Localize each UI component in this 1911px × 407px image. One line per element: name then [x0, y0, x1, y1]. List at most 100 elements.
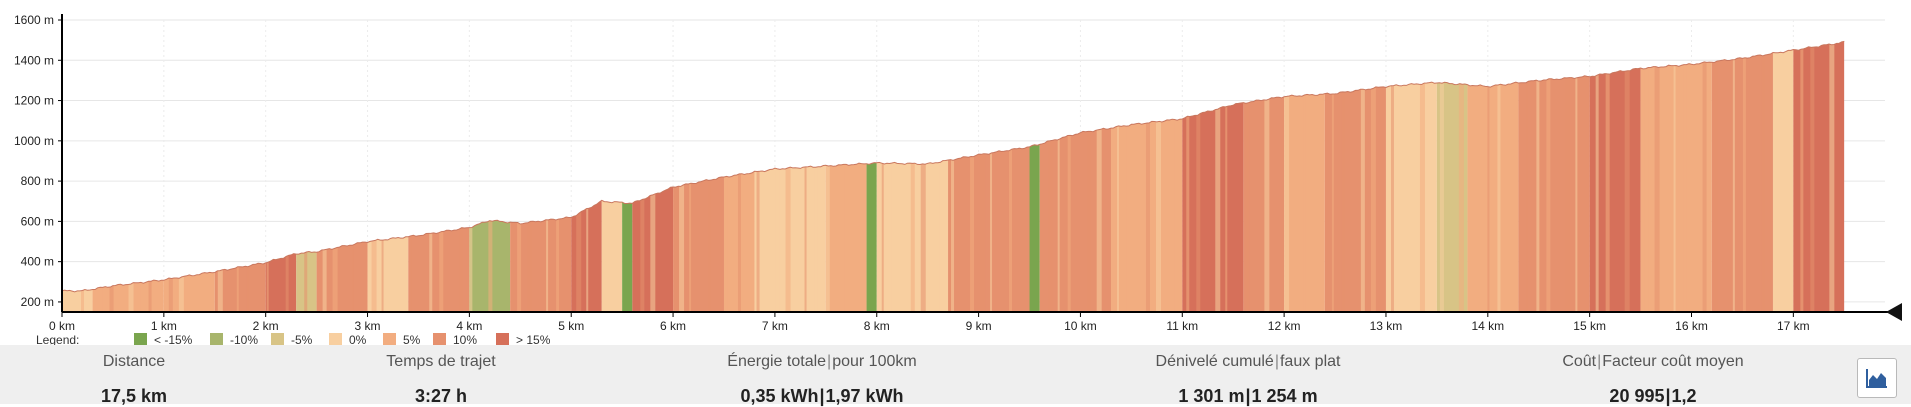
grade-stripe — [679, 41, 685, 312]
grade-stripe — [708, 41, 712, 312]
grade-stripe — [1468, 41, 1474, 312]
stat-travel-time-label: Temps de trajet — [386, 353, 496, 370]
grade-stripe — [1702, 41, 1707, 312]
stat-elevation-flat-value: 1 254 m — [1251, 386, 1318, 406]
grade-band — [62, 41, 93, 312]
grade-stripe — [825, 41, 830, 312]
y-tick-label: 1200 m — [14, 94, 54, 108]
elevation-profile-toggle-button[interactable] — [1857, 358, 1897, 398]
x-tick-label: 12 km — [1268, 319, 1301, 333]
grade-stripe — [1595, 41, 1599, 312]
grade-stripe — [332, 41, 338, 312]
legend-label: < -15% — [154, 333, 193, 345]
x-tick-label: 4 km — [456, 319, 482, 333]
grade-stripe — [1215, 41, 1221, 312]
grade-band — [622, 41, 633, 312]
legend-swatch — [329, 333, 342, 345]
route-summary-bar: Distance 17,5 km Temps de trajet 3:27 h … — [0, 345, 1911, 407]
grade-stripe — [197, 41, 200, 312]
grade-band — [265, 41, 297, 312]
grade-stripe — [1458, 41, 1464, 312]
grade-stripe — [266, 41, 269, 312]
legend-swatch — [433, 333, 446, 345]
grade-band — [1772, 41, 1794, 312]
triangle-marker-icon[interactable] — [1886, 303, 1902, 321]
grade-band — [1182, 41, 1244, 312]
grade-stripe — [429, 41, 433, 312]
x-tick-label: 8 km — [864, 319, 890, 333]
grade-stripe — [1487, 41, 1490, 312]
grade-stripe — [546, 41, 549, 312]
grade-stripe — [1536, 41, 1540, 312]
elevation-chart: 200 m 400 m 600 m 800 m 1000 m 1200 m 1400 m 16… — [14, 13, 1902, 345]
grade-stripe — [1400, 41, 1405, 312]
grade-stripe — [1047, 41, 1053, 312]
stat-elevation-label-gain: Dénivelé cumulé — [1155, 353, 1274, 370]
stat-energy-label: Énergie totale|pour 100km — [727, 353, 916, 371]
grade-band — [1385, 41, 1437, 312]
grade-stripe — [1575, 41, 1578, 312]
y-tick-label: 600 m — [21, 214, 54, 228]
stat-elevation-label: Dénivelé cumulé|faux plat — [1156, 353, 1341, 371]
x-tick-label: 14 km — [1471, 319, 1504, 333]
grade-stripe — [1439, 41, 1444, 312]
grade-stripe — [1565, 41, 1571, 312]
grade-stripe — [81, 41, 84, 312]
grade-stripe — [1145, 41, 1150, 312]
grade-stripe — [556, 41, 560, 312]
grade-band — [866, 41, 877, 312]
grade-stripe — [1126, 41, 1130, 312]
x-tick-label: 1 km — [151, 319, 177, 333]
grade-stripe — [1526, 41, 1529, 312]
grade-stripe — [970, 41, 975, 312]
separator: | — [1665, 386, 1671, 406]
grade-stripe — [99, 41, 103, 312]
grade-stripe — [939, 41, 942, 312]
legend-swatch — [210, 333, 223, 345]
grade-stripe — [1810, 41, 1815, 312]
grade-stripe — [1186, 41, 1190, 312]
grade-band — [1640, 41, 1712, 312]
grade-stripe — [168, 41, 173, 312]
grade-stripe — [1067, 41, 1071, 312]
grade-bands — [62, 41, 1845, 312]
stat-distance-label: Distance — [102, 353, 166, 370]
grade-stripe — [1245, 41, 1250, 312]
x-tick-label: 10 km — [1064, 319, 1097, 333]
grade-stripe — [217, 41, 223, 312]
grade-stripe — [1742, 41, 1746, 312]
grade-stripe — [138, 41, 141, 312]
stat-travel-time-value: 3:27 h — [414, 386, 468, 406]
grade-stripe — [1761, 41, 1766, 312]
legend-swatch — [383, 333, 396, 345]
stat-distance-value: 17,5 km — [100, 386, 168, 406]
grade-stripe — [1497, 41, 1501, 312]
legend-swatch — [271, 333, 284, 345]
grade-stripe — [439, 41, 444, 312]
x-tick-label: 16 km — [1675, 319, 1708, 333]
grade-stripe — [1390, 41, 1394, 312]
grade-stripe — [814, 41, 818, 312]
grade-stripe — [1057, 41, 1060, 312]
y-tick-label: 1400 m — [14, 53, 54, 67]
stat-elevation-value: 1 301 m|1 254 m — [1156, 385, 1341, 407]
grade-stripe — [1713, 41, 1719, 312]
grade-stripe — [517, 41, 522, 312]
y-tick-labels: 200 m 400 m 600 m 800 m 1000 m 1200 m 1400 m 16… — [14, 13, 54, 309]
grade-band — [1518, 41, 1590, 312]
x-tick-label: 0 km — [49, 319, 75, 333]
x-tick-label: 11 km — [1166, 319, 1198, 333]
x-tick-label: 3 km — [355, 319, 381, 333]
grade-stripe — [381, 41, 384, 312]
grade-stripe — [980, 41, 986, 312]
separator: | — [1274, 353, 1279, 370]
grade-stripe — [1605, 41, 1610, 312]
x-tick-label: 5 km — [558, 319, 584, 333]
grade-stripe — [910, 41, 915, 312]
grade-stripe — [576, 41, 582, 312]
grade-band — [1324, 41, 1386, 312]
stat-cost: Coût|Facteur coût moyen 20 995|1,2 — [1562, 353, 1743, 407]
separator: | — [1245, 386, 1251, 406]
grade-band — [92, 41, 164, 312]
grade-stripe — [1116, 41, 1119, 312]
